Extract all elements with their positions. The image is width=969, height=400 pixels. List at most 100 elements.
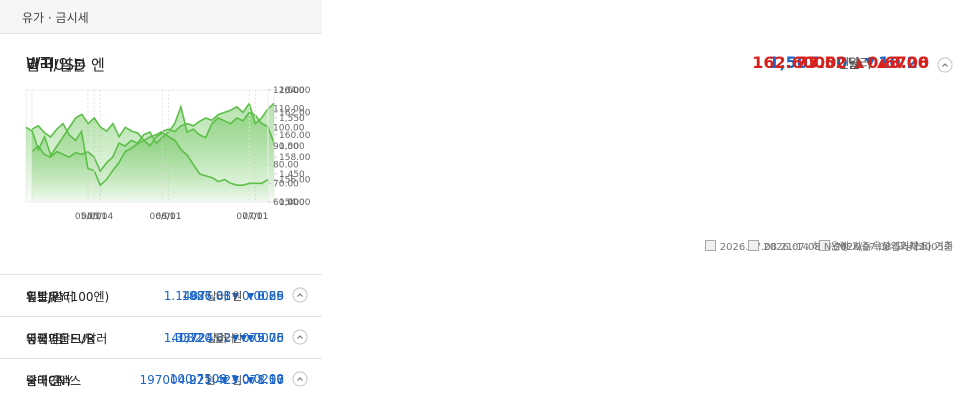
price: 1887.08: [181, 289, 232, 303]
y-tick-label: 90.00: [273, 142, 299, 152]
price-group: 100.7500 0.0200: [170, 372, 284, 386]
change: 9.75: [257, 331, 284, 345]
arrow-shape: [220, 376, 228, 384]
source-line: 2026.07.08 모닝스타 기준: [819, 238, 953, 253]
button-circle: [292, 287, 308, 303]
row-name: 유럽연합EUR: [26, 332, 95, 346]
y-tick-label: 1,550: [279, 114, 305, 124]
panel-title: 유가 · 금시세: [22, 11, 89, 25]
price-group: 926.81 원 8.69: [189, 288, 284, 304]
main-name: 달러/일본 엔: [26, 56, 105, 74]
change: 3.08: [889, 53, 929, 72]
arrow-shape: [239, 334, 247, 342]
expand-button[interactable]: [937, 57, 953, 73]
source-line: 2026.07.08 21:14 하나은행 기준 고시회차2005회: [704, 238, 953, 253]
change-arrow: [247, 376, 255, 384]
x-tick-label: 05/04: [87, 212, 113, 222]
x-tick-label: 07/01: [236, 212, 262, 222]
x-tick-label: 05/01: [75, 212, 101, 222]
list-row: 국내 금 197004.92 원 3,078.17: [0, 358, 322, 400]
y-tick-label: 156.00: [279, 176, 311, 186]
price: 73.52: [795, 53, 847, 72]
arrow-shape: [247, 334, 255, 342]
row-name: 휘발유: [26, 290, 60, 304]
change-arrow: [232, 375, 239, 383]
price: 197004.92: [139, 373, 205, 387]
y-tick-label: 1,600: [279, 86, 305, 96]
arrow-shape: [232, 292, 239, 300]
arrow-shape: [247, 376, 255, 384]
price: 1.3372: [163, 331, 206, 345]
row-name: 유로/달러: [26, 290, 75, 304]
arrow-shape: [876, 57, 887, 68]
unit: 달러: [214, 332, 235, 345]
expand-button[interactable]: [292, 329, 308, 345]
price: 926.81: [189, 289, 232, 303]
source-text: 2026.07.08 21:14 하나은행 기준: [719, 242, 871, 253]
arrow-shape: [232, 375, 239, 383]
price-group: 1,507.00 원 10.20: [768, 53, 929, 72]
source-icon: [748, 240, 760, 251]
price: 1,507.00: [768, 53, 848, 72]
main-name: 미국USD: [26, 56, 86, 74]
change-arrow: [220, 376, 228, 384]
unit: 달러: [206, 290, 227, 303]
x-tick-label: 06/01: [156, 212, 182, 222]
unit: 원: [232, 332, 243, 345]
change: 3,078.17: [230, 373, 284, 387]
source-text: 2026.07.08 모닝스타 기준: [834, 242, 953, 253]
unit: 원: [232, 290, 243, 303]
arrow-shape: [865, 57, 876, 68]
change-arrow: [865, 57, 876, 68]
change: 0.85: [257, 289, 284, 303]
expand-button[interactable]: [292, 287, 308, 303]
panel-header: 유가 · 금시세: [0, 0, 322, 34]
line: [25, 113, 269, 186]
y-tick-label: 1,400: [279, 198, 305, 208]
price-group: 4082.4 달러 75.00: [171, 330, 284, 346]
price: 100.7500: [169, 372, 227, 386]
button-circle: [937, 57, 953, 73]
change-arrow: [239, 334, 247, 342]
arrow-shape: [854, 57, 865, 68]
button-chevron: [942, 63, 948, 67]
source-text-2: 고시회차2005회: [881, 242, 953, 253]
change-arrow: [876, 57, 887, 68]
y-tick-label: 110.00: [273, 105, 305, 115]
price: 1.1407: [163, 289, 206, 303]
line-chart: 05/01 06/01 07/01 60.00 70.00 80.00 90.00 100.0…: [25, 86, 305, 222]
x-tick-label: 06/01: [156, 212, 182, 222]
x-tick-label: 06/01: [150, 212, 176, 222]
arrow-shape: [232, 334, 239, 342]
row-name: 중국CNY: [26, 374, 73, 388]
unit: 달러: [206, 332, 227, 345]
area: [26, 114, 268, 202]
y-tick-label: 60.00: [273, 198, 299, 208]
row-name: 달러인덱스: [26, 374, 82, 388]
source-divider: [875, 240, 877, 251]
main-name: WTI: [26, 54, 55, 72]
y-tick-label: 162.00: [279, 108, 311, 118]
y-tick-label: 164.00: [279, 86, 311, 96]
price-group: 162.6000 엔 0.6700: [752, 53, 929, 72]
y-tick-label: 160.00: [279, 131, 311, 141]
row-name: 국제 금: [26, 332, 63, 346]
x-tick-label: 05/01: [81, 212, 107, 222]
list-row: 휘발유 1887.08 원 0.85: [0, 274, 322, 316]
y-tick-label: 154.00: [279, 198, 311, 208]
expand-button[interactable]: [292, 371, 308, 387]
source-text: 2026.07.08 NYMEX(뉴욕상업거래소) 기준: [763, 242, 953, 253]
y-tick-label: 80.00: [273, 161, 299, 171]
y-tick-label: 70.00: [273, 179, 299, 189]
x-tick-label: 07/01: [242, 212, 268, 222]
button-chevron: [297, 293, 303, 297]
unit: 원: [232, 374, 243, 387]
y-tick-label: 120.00: [273, 86, 305, 96]
source-icon: [704, 240, 716, 251]
list-row: 국제 금 4082.4 달러 75.00: [0, 316, 322, 358]
button-chevron: [297, 377, 303, 381]
row-name: 영국파운드/달러: [26, 332, 108, 346]
button-circle: [292, 371, 308, 387]
change-arrow: [247, 292, 255, 300]
price: 162.6000: [752, 53, 837, 72]
